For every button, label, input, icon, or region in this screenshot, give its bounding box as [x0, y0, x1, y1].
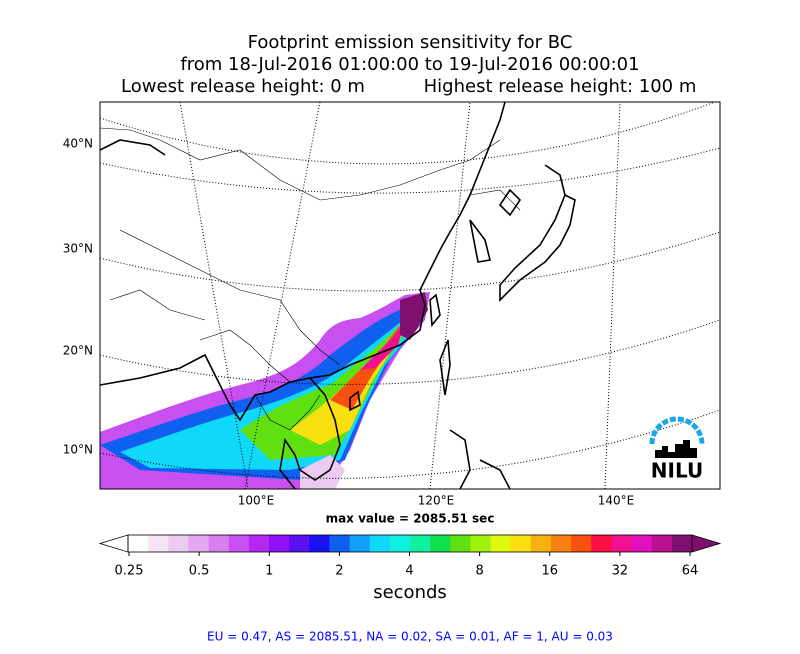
lon-label: 120°E — [418, 494, 455, 508]
colorbar-segment — [128, 535, 149, 552]
map-area: NILU — [100, 102, 720, 489]
colorbar-segment — [510, 535, 532, 552]
colorbar-segment — [450, 535, 471, 552]
colorbar-segment — [349, 535, 371, 552]
lat-label: 30°N — [63, 242, 93, 256]
lat-label: 20°N — [63, 344, 93, 358]
border — [100, 127, 521, 431]
colorbar-segment — [591, 535, 612, 552]
title-line: from 18-Jul-2016 01:00:00 to 19-Jul-2016… — [180, 54, 639, 75]
colorbar-segment — [168, 535, 189, 552]
colorbar-tick-label: 4 — [405, 564, 413, 579]
colorbar-segment — [269, 535, 290, 552]
colorbar-segment — [248, 535, 270, 552]
colorbar-segment — [530, 535, 552, 552]
colorbar-segment — [671, 535, 693, 552]
colorbar-tick-label: 32 — [612, 564, 629, 579]
title-line: Lowest release height: 0 m — [121, 76, 365, 97]
colorbar-segment — [611, 535, 633, 552]
colorbar-segment — [470, 535, 492, 552]
colorbar-tick-label: 1 — [265, 564, 273, 579]
map-frame — [99, 101, 721, 490]
lat-label: 40°N — [63, 137, 93, 151]
colorbar-tick-label: 16 — [541, 564, 558, 579]
colorbar-segment — [631, 535, 653, 552]
colorbar-tick-label: 2 — [335, 564, 343, 579]
graticule — [100, 102, 720, 489]
colorbar-label: seconds — [373, 582, 447, 603]
colorbar-segment — [571, 535, 592, 552]
max-value: max value = 2085.51 sec — [326, 512, 495, 526]
colorbar-tick-label: 64 — [682, 564, 699, 579]
colorbar: 0.25 0.5 1 2 4 8 16 32 64 — [98, 534, 722, 579]
logo: NILU — [649, 416, 705, 483]
colorbar-tick-label: 0.25 — [115, 564, 144, 579]
colorbar-segment — [490, 535, 512, 552]
lat-label: 10°N — [63, 443, 93, 457]
colorbar-segment — [208, 535, 230, 552]
colorbar-segment — [369, 535, 391, 552]
colorbar-segment — [329, 535, 351, 552]
colorbar-segment — [430, 535, 451, 552]
colorbar-segment — [289, 535, 310, 552]
title-line: Footprint emission sensitivity for BC — [248, 32, 573, 53]
colorbar-segment — [410, 535, 431, 552]
colorbar-segment — [309, 535, 330, 552]
colorbar-segment — [389, 535, 411, 552]
title-line: Highest release height: 100 m — [424, 76, 697, 97]
colorbar-tick-label: 0.5 — [189, 564, 210, 579]
footer: EU = 0.47, AS = 2085.51, NA = 0.02, SA =… — [207, 630, 613, 644]
lon-label: 100°E — [238, 494, 275, 508]
colorbar-segment — [188, 535, 210, 552]
lon-label: 140°E — [598, 494, 635, 508]
colorbar-segment — [651, 535, 673, 552]
colorbar-segment — [551, 535, 572, 552]
coastline — [100, 102, 576, 489]
logo-text: NILU — [651, 459, 703, 483]
colorbar-segment — [228, 535, 250, 552]
colorbar-segment — [148, 535, 169, 552]
colorbar-tick-label: 8 — [475, 564, 483, 579]
